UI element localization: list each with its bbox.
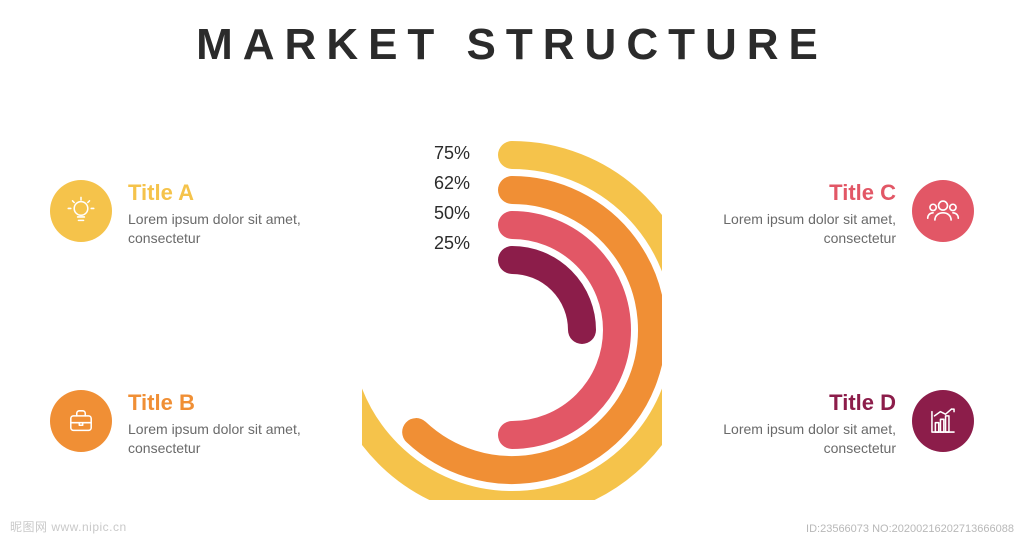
- item-c-desc: Lorem ipsum dolor sit amet, consectetur: [696, 210, 896, 248]
- item-a-title: Title A: [128, 180, 328, 206]
- briefcase-icon: [64, 404, 98, 438]
- item-d-circle: [912, 390, 974, 452]
- item-a-circle: [50, 180, 112, 242]
- pct-label-3: 25%: [410, 228, 470, 258]
- pct-label-1: 62%: [410, 168, 470, 198]
- watermark-left: 昵图网 www.nipic.cn: [10, 518, 127, 535]
- item-b-circle: [50, 390, 112, 452]
- item-c-title: Title C: [696, 180, 896, 206]
- people-icon: [925, 193, 961, 229]
- chart-icon: [926, 404, 960, 438]
- item-c-circle: [912, 180, 974, 242]
- item-d-title: Title D: [696, 390, 896, 416]
- percent-labels: 75% 62% 50% 25%: [410, 138, 470, 258]
- radial-chart: [362, 130, 662, 500]
- item-b-desc: Lorem ipsum dolor sit amet, consectetur: [128, 420, 328, 458]
- item-b-title: Title B: [128, 390, 328, 416]
- page-title: MARKET STRUCTURE: [0, 20, 1024, 70]
- pct-label-2: 50%: [410, 198, 470, 228]
- pct-label-0: 75%: [410, 138, 470, 168]
- item-a-desc: Lorem ipsum dolor sit amet, consectetur: [128, 210, 328, 248]
- lightbulb-icon: [64, 194, 98, 228]
- item-d-desc: Lorem ipsum dolor sit amet, consectetur: [696, 420, 896, 458]
- watermark-right: ID:23566073 NO:20200216202713666088: [806, 523, 1014, 535]
